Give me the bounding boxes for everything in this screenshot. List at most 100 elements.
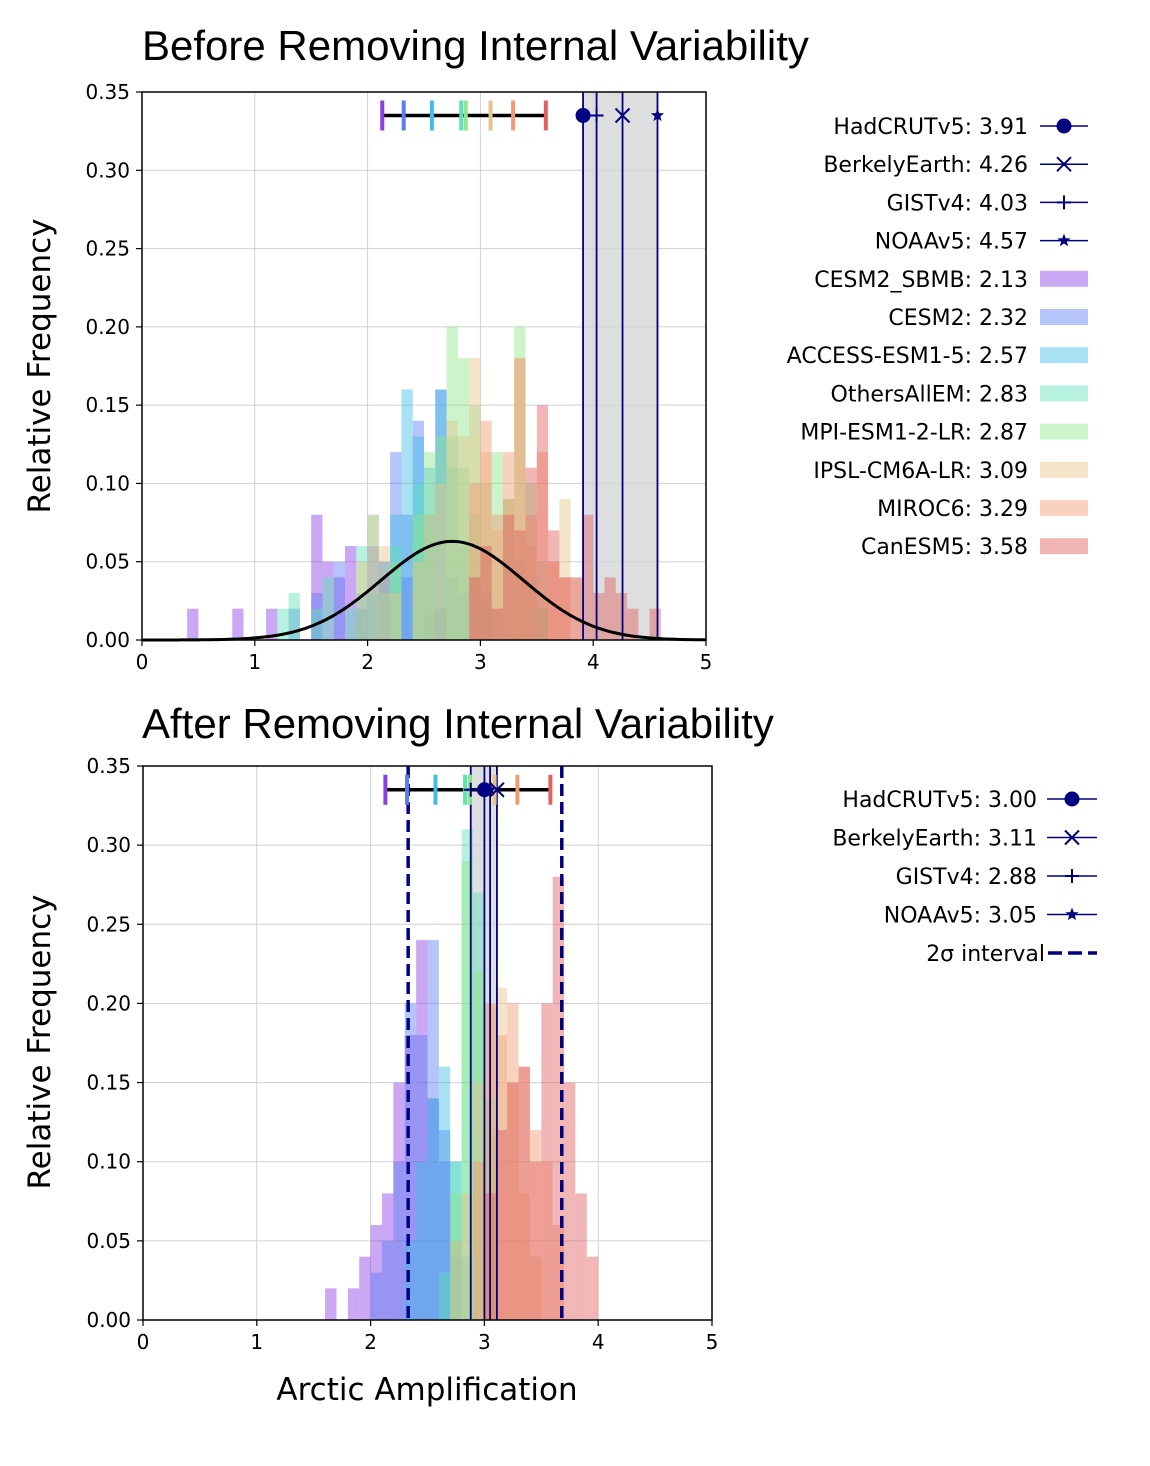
histogram-bar-canesm5 [548, 530, 560, 640]
axes-frame [141, 91, 707, 641]
legend-swatch-mpi-esm1-2-lr [1040, 423, 1088, 440]
histogram-bar-othersallem [356, 546, 368, 640]
histogram-bar-othersallem [322, 577, 334, 640]
histogram-bar-miroc6 [473, 1161, 485, 1320]
histogram-bar-canesm5 [570, 577, 582, 640]
histogram-bar-cesm2 [311, 593, 323, 640]
histogram-bar-ipsl-cm6a-lr [491, 530, 503, 640]
legend-label-access-esm1-5: ACCESS-ESM1-5: 2.57 [787, 344, 1028, 369]
y-axis-label-after: Relative Frequency [22, 894, 58, 1189]
x-tick-label: 0 [136, 650, 149, 674]
histogram-bar-cesm2 [435, 389, 447, 640]
histogram-bar-access-esm1-5 [469, 577, 481, 640]
y-tick-label: 0.05 [85, 550, 130, 574]
legend-before: HadCRUTv5: 3.91 BerkelyEarth: 4.26 GISTv4:… [787, 115, 1088, 560]
legend-label-gistv4: GISTv4: 4.03 [887, 191, 1028, 216]
legend-label-noaav5: NOAAv5: 3.05 [884, 904, 1037, 929]
legend-label-hadcrutv5: HadCRUTv5: 3.00 [842, 788, 1037, 813]
histogram-bar-ipsl-cm6a-lr [480, 452, 492, 640]
legend-label-berkelyearth: BerkelyEarth: 4.26 [823, 153, 1028, 178]
histogram-bar-ipsl-cm6a-lr [378, 546, 391, 640]
histogram-bar-cesm2 [457, 593, 470, 640]
histogram-bar-cesm2 [446, 577, 458, 640]
y-tick-label: 0.35 [86, 754, 131, 778]
histogram-bar-ipsl-cm6a-lr [461, 1193, 474, 1320]
histogram-bar-access-esm1-5 [424, 467, 436, 640]
histogram-bar-miroc6 [518, 1066, 530, 1320]
y-tick-label: 0.05 [86, 1229, 131, 1253]
histogram-bar-ipsl-cm6a-lr [525, 546, 537, 640]
histogram-bar-access-esm1-5 [446, 467, 458, 640]
histogram-bar-cesm2_sbmb [311, 514, 323, 640]
histogram-bar-ipsl-cm6a-lr [559, 499, 571, 640]
y-tick-label: 0.35 [85, 80, 130, 104]
histogram-bar-cesm2_sbmb [416, 940, 428, 1320]
histogram-bar-canesm5 [615, 593, 628, 640]
observation-marker-noaav5 [483, 782, 497, 796]
histogram-bar-access-esm1-5 [416, 1161, 428, 1320]
histogram-bar-ipsl-cm6a-lr [435, 483, 447, 640]
y-tick-label: 0.30 [85, 158, 130, 182]
legend-swatch-cesm2 [1040, 309, 1088, 325]
observation-marker-gistv4 [589, 108, 604, 123]
histogram-bar-othersallem [457, 467, 470, 640]
histogram-bar-cesm2 [412, 420, 424, 640]
histogram-bar-mpi-esm1-2-lr [514, 326, 526, 640]
plot-area-after: 0 1 2 3 4 5 0.00 0.05 0.10 0.15 0.20 0.25 0.30 0.35 [86, 754, 718, 1354]
x-tick-label: 1 [248, 650, 261, 674]
legend-label-canesm5: CanESM5: 3.58 [861, 535, 1028, 560]
histogram-bar-cesm2 [390, 452, 402, 640]
legend-marker-berkelyearth-b [1064, 829, 1080, 846]
histogram-bar-ipsl-cm6a-lr [507, 1082, 519, 1320]
histogram-bar-othersallem [446, 436, 458, 640]
histogram-bar-canesm5 [536, 405, 549, 640]
histogram-bar-cesm2_sbmb [322, 561, 334, 640]
histogram-bar-access-esm1-5 [450, 1161, 462, 1320]
histogram-bar-access-esm1-5 [404, 1240, 417, 1320]
x-tick-label: 2 [364, 1330, 377, 1354]
legend-swatch-access-esm1-5 [1040, 347, 1088, 364]
histogram-bar-miroc6 [491, 514, 503, 640]
histogram-bar-othersallem [450, 1161, 462, 1320]
histogram-bar-othersallem [390, 546, 402, 640]
histogram-bar-mpi-esm1-2-lr [412, 514, 424, 640]
histogram-bar-othersallem [277, 608, 289, 640]
x-tick-label: 5 [706, 1330, 719, 1354]
legend-marker-gistv4 [1057, 195, 1071, 210]
histogram-bar-othersallem [367, 514, 379, 640]
y-tick-label: 0.00 [86, 1308, 131, 1332]
legend-marker-berkelyearth [1064, 829, 1080, 846]
histogram-bar-cesm2 [438, 1130, 451, 1320]
legend-marker-gistv4 [1065, 869, 1079, 883]
histogram-bar-othersallem [424, 514, 436, 640]
legend-marker-berkelyearth-b [1056, 156, 1072, 172]
histogram-bar-ipsl-cm6a-lr [457, 436, 470, 640]
y-tick-label: 0.25 [86, 912, 131, 936]
histogram-bar-access-esm1-5 [461, 1256, 474, 1320]
histogram-bar-cesm2_sbmb [187, 608, 199, 640]
y-tick-label: 0.15 [85, 393, 130, 417]
x-tick-label: 4 [587, 650, 600, 674]
histogram-bar-cesm2_sbmb [370, 1225, 382, 1320]
plot-area-before: 0 1 2 3 4 5 0.00 0.05 0.10 0.15 0.20 0.25 0.30 0.35 [85, 80, 712, 674]
histogram-bar-cesm2_sbmb [325, 1288, 337, 1320]
histogram-bar-mpi-esm1-2-lr [450, 1193, 462, 1320]
histogram-bar-othersallem [412, 483, 424, 640]
histogram-bar-mpi-esm1-2-lr [461, 860, 474, 1320]
histogram-bar-cesm2 [401, 514, 413, 640]
observation-marker-berkelyearth-b [489, 782, 505, 798]
histogram-bar-cesm2 [393, 1161, 405, 1320]
histogram-bar-canesm5 [649, 608, 661, 640]
histogram-bar-miroc6 [480, 420, 492, 640]
histogram-bar-canesm5 [502, 514, 515, 640]
y-tick-label: 0.20 [86, 991, 131, 1015]
histogram-bar-cesm2_sbmb [435, 608, 447, 640]
histogram-bar-canesm5 [480, 546, 492, 640]
histogram-bar-othersallem [469, 514, 481, 640]
x-axis-label-after: Arctic Amplification [276, 1372, 577, 1408]
histogram-bar-canesm5 [604, 577, 616, 640]
legend-label-cesm2_sbmb: CESM2_SBMB: 2.13 [814, 268, 1028, 293]
histogram-bar-canesm5 [552, 876, 565, 1320]
gaussian-fit-line [142, 539, 707, 642]
